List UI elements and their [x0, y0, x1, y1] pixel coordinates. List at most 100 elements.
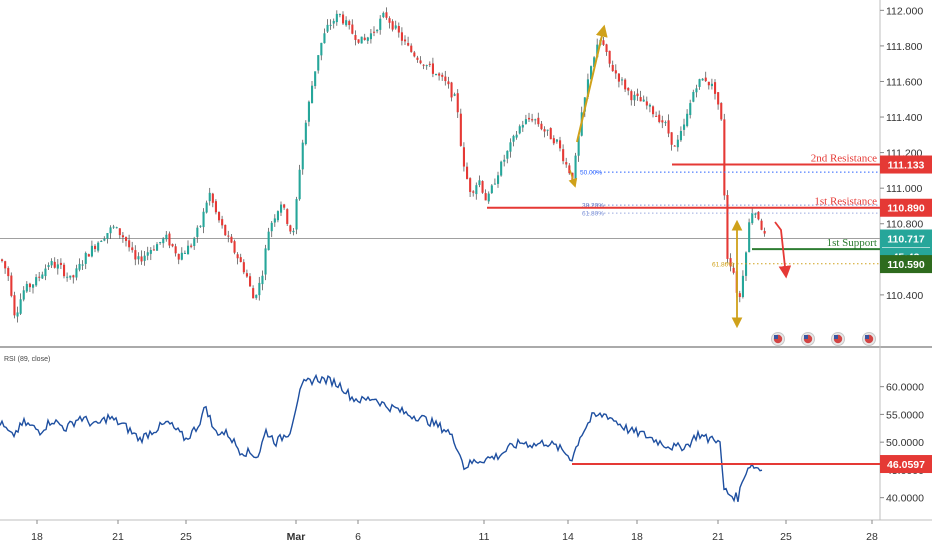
candle	[400, 32, 403, 41]
candle	[270, 222, 273, 232]
candle	[47, 265, 50, 267]
candle	[72, 275, 75, 278]
candle	[190, 245, 193, 247]
candle	[407, 42, 410, 46]
candle	[323, 33, 326, 44]
time-tick-label: 14	[562, 531, 574, 543]
candle	[689, 103, 692, 116]
candle	[555, 139, 558, 142]
candle	[602, 40, 605, 45]
candle	[109, 227, 112, 234]
candle	[478, 180, 481, 185]
candle	[156, 244, 159, 251]
candle	[559, 140, 562, 149]
candle	[140, 256, 143, 262]
event-flag-icon[interactable]	[862, 332, 876, 346]
rsi-tick-label: 50.0000	[886, 437, 924, 449]
candle	[134, 250, 137, 260]
candle	[292, 230, 295, 233]
candle	[741, 275, 744, 298]
candle	[509, 142, 512, 152]
candle	[636, 93, 639, 97]
candle	[59, 262, 62, 265]
first-resistance-price-tag[interactable]: 110.890	[880, 198, 932, 217]
event-flag-icon[interactable]	[771, 332, 785, 346]
candle	[425, 65, 428, 67]
candle	[4, 261, 7, 269]
candle	[549, 128, 552, 140]
candle	[348, 21, 351, 26]
candle	[103, 238, 106, 241]
candle	[205, 202, 208, 213]
candle	[19, 299, 22, 314]
candle	[552, 138, 555, 144]
candle	[490, 185, 493, 194]
candle	[121, 235, 124, 238]
candle	[661, 120, 664, 123]
candle	[562, 149, 565, 162]
candle	[521, 124, 524, 128]
candle	[1, 259, 4, 261]
candle	[729, 258, 732, 267]
candle	[537, 117, 540, 125]
rsi-tick-label: 60.0000	[886, 382, 924, 394]
first-support-price-tag[interactable]: 110.590	[880, 255, 932, 274]
candle	[710, 83, 713, 87]
candle	[38, 276, 41, 278]
candle	[726, 194, 729, 259]
candle	[447, 81, 450, 85]
candle	[159, 242, 162, 244]
candle	[397, 25, 400, 33]
candle	[574, 155, 577, 181]
candle	[760, 220, 763, 230]
candle	[376, 29, 379, 32]
rsi-tick-label: 55.0000	[886, 409, 924, 421]
candle	[531, 119, 534, 121]
candle	[431, 63, 434, 74]
time-axis[interactable]: 18 21 25 Mar 6 11 14 18 21 25 28	[31, 520, 878, 543]
price-pane[interactable]	[0, 0, 880, 346]
time-tick-label: 21	[112, 531, 124, 543]
candle	[131, 247, 134, 251]
candle	[56, 264, 59, 269]
fib-618-low-label: 61.80%	[712, 261, 734, 268]
candle	[230, 236, 233, 243]
candle	[630, 91, 633, 101]
first-resistance-label: 1st Resistance	[814, 196, 877, 208]
candle	[676, 139, 679, 148]
candle	[90, 245, 93, 257]
candle	[605, 44, 608, 53]
candle	[273, 218, 276, 223]
candle	[624, 79, 627, 90]
candle	[692, 91, 695, 102]
candle	[196, 227, 199, 237]
rsi-level-price-tag[interactable]: 46.0597	[880, 455, 932, 474]
candle	[382, 12, 385, 18]
candle	[22, 290, 25, 300]
candle	[75, 268, 78, 278]
fib-618-label: 61.80%	[582, 211, 604, 218]
candle	[469, 178, 472, 192]
candle	[577, 135, 580, 156]
economic-events[interactable]	[771, 332, 876, 346]
event-flag-icon[interactable]	[831, 332, 845, 346]
candle	[757, 211, 760, 220]
candle	[385, 12, 388, 18]
dip-arrow	[568, 169, 578, 188]
price-tick-label: 111.000	[886, 183, 923, 195]
second-resistance-price-tag[interactable]: 111.133	[880, 155, 932, 174]
candle	[419, 60, 422, 64]
candle	[165, 234, 168, 240]
candle	[466, 166, 469, 179]
candle	[357, 39, 360, 43]
event-flag-icon[interactable]	[801, 332, 815, 346]
candle	[683, 124, 686, 130]
candle	[534, 119, 537, 121]
candle	[267, 231, 270, 251]
candle	[391, 21, 394, 30]
candle	[493, 183, 496, 185]
fib-382-label: 38.20%	[582, 203, 604, 210]
